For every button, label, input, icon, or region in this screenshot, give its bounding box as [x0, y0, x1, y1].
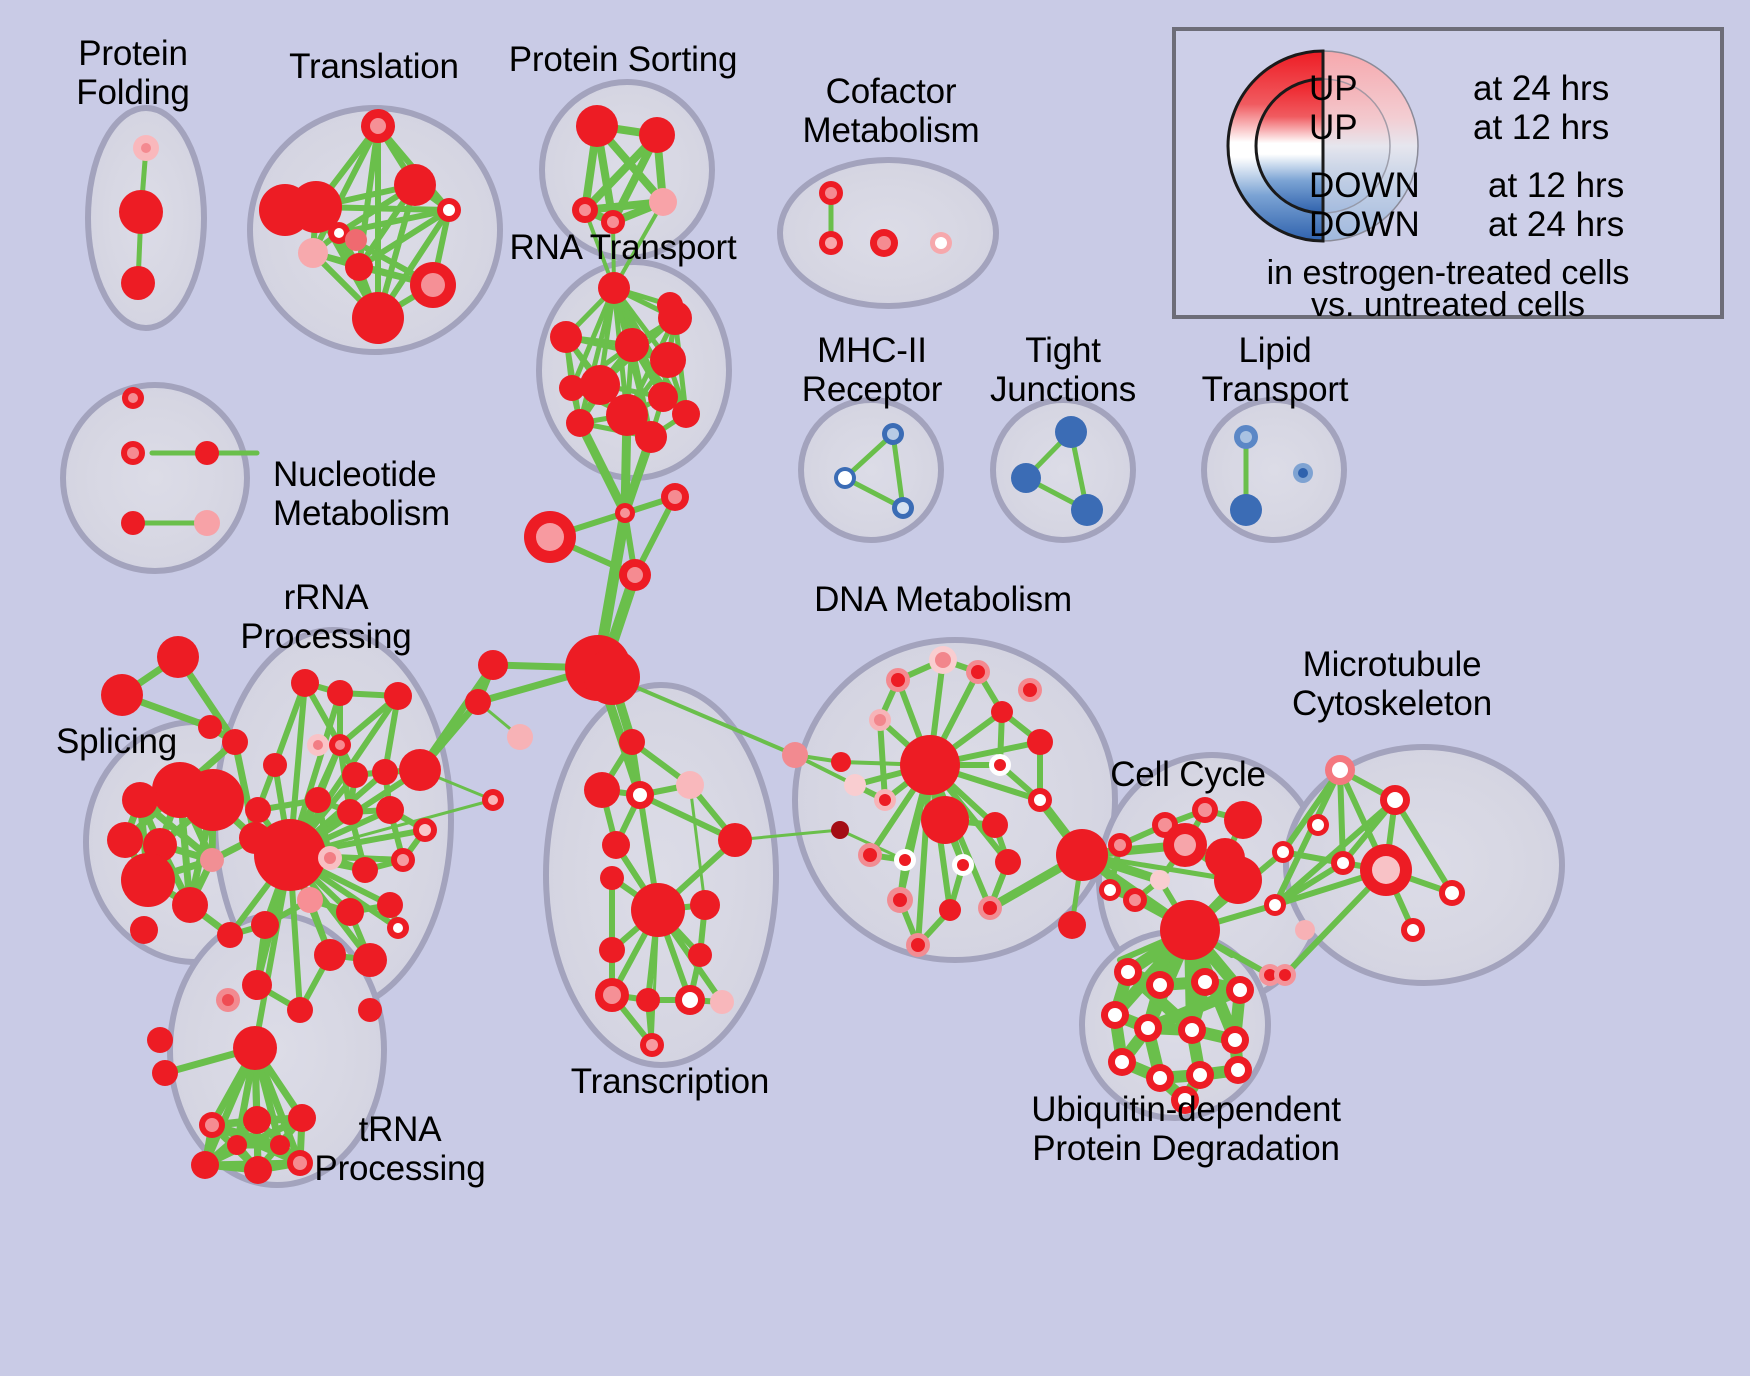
- node-group-rrna-processing: [216, 669, 441, 1070]
- node-group-tight-junctions: [1011, 416, 1103, 526]
- legend-state-3: DOWN: [1309, 205, 1420, 244]
- cluster-label: tRNA Processing: [314, 1110, 486, 1189]
- cluster-label: Transcription: [570, 1062, 770, 1101]
- blob-microtubule: [1283, 744, 1565, 986]
- node-group-dna-metabolism: [844, 646, 1108, 957]
- node-group-rna-transport: [550, 272, 700, 453]
- node-group-cell-cycle: [1058, 797, 1315, 986]
- cluster-label: Tight Junctions: [989, 331, 1137, 410]
- node-group-trna-processing: [152, 1060, 316, 1184]
- node-group-transcription: [584, 729, 752, 1057]
- legend-time-0: at 24 hrs: [1473, 69, 1610, 108]
- cluster-label: Lipid Transport: [1201, 331, 1349, 410]
- legend-time-1: at 12 hrs: [1473, 108, 1610, 147]
- cluster-label: Ubiquitin-dependent Protein Degradation: [1031, 1090, 1341, 1169]
- node-group-cofactor-metabolism: [819, 181, 952, 257]
- legend-state-0: UP: [1309, 69, 1358, 108]
- cluster-label: Splicing: [56, 722, 177, 761]
- cluster-label: rRNA Processing: [240, 578, 412, 657]
- legend-time-3: at 24 hrs: [1488, 205, 1625, 244]
- legend-caption-line2: vs. untreated cells: [1310, 286, 1586, 324]
- legend-state-2: DOWN: [1309, 166, 1420, 205]
- blob-mhc-ii-receptor: [798, 397, 944, 543]
- legend-time-2: at 12 hrs: [1488, 166, 1625, 205]
- cluster-label: MHC-II Receptor: [801, 331, 943, 410]
- cluster-label: RNA Transport: [509, 228, 737, 267]
- cluster-label: DNA Metabolism: [814, 580, 1072, 619]
- blob-lipid-transport: [1201, 397, 1347, 543]
- node-group-protein-sorting: [572, 105, 677, 234]
- node-group-translation: [259, 109, 461, 344]
- cluster-label: Translation: [289, 47, 459, 86]
- node-group-ubiquitin-degradation: [1101, 958, 1254, 1114]
- blob-transcription: [543, 682, 779, 1068]
- cluster-label: Protein Folding: [76, 34, 190, 113]
- node-group-lipid-transport: [1230, 425, 1313, 526]
- node-group-central-chain: [465, 483, 851, 839]
- node-group-microtubule: [1274, 755, 1465, 986]
- cluster-label: Cell Cycle: [1110, 755, 1266, 794]
- cluster-label: Protein Sorting: [508, 40, 738, 79]
- node-group-protein-folding: [119, 135, 163, 300]
- cluster-label: Nucleotide Metabolism: [273, 455, 450, 534]
- legend-caption-line1: in estrogen-treated cells: [1266, 254, 1630, 292]
- cluster-label: Cofactor Metabolism: [802, 72, 980, 151]
- node-group-splicing: [101, 636, 271, 1053]
- legend-box: UP at 24 hrs UP at 12 hrs DOWN at 12 hrs…: [1172, 27, 1724, 324]
- legend-color-wheel: [1226, 49, 1419, 243]
- network-nodes: [101, 105, 1465, 1184]
- legend-state-1: UP: [1309, 108, 1358, 147]
- blob-nucleotide-metabolism: [60, 382, 250, 574]
- cluster-label: Microtubule Cytoskeleton: [1292, 645, 1492, 724]
- node-group-mhc-ii-receptor: [834, 423, 914, 519]
- node-group-nucleotide-metabolism: [121, 387, 220, 536]
